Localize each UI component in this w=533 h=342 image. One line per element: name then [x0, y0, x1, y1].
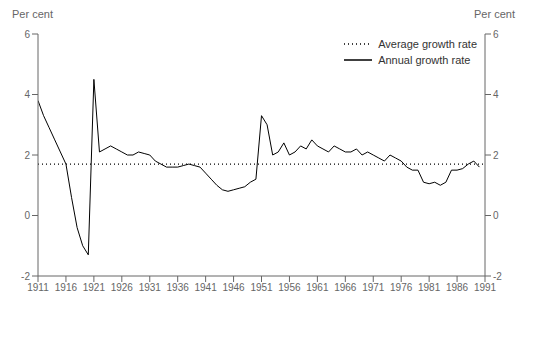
svg-text:1936: 1936: [167, 282, 190, 293]
svg-text:4: 4: [24, 89, 30, 100]
html-text:Average growth rate: Average growth rate: [378, 38, 477, 50]
html-text:Per cent: Per cent: [12, 8, 53, 20]
svg-text:0: 0: [24, 210, 30, 221]
html-text:Annual growth rate: Annual growth rate: [378, 54, 471, 66]
svg-text:2: 2: [493, 150, 499, 161]
svg-text:1991: 1991: [474, 282, 497, 293]
svg-text:1921: 1921: [83, 282, 106, 293]
svg-text:6: 6: [24, 29, 30, 40]
html-text:Per cent: Per cent: [474, 8, 515, 20]
svg-text:1946: 1946: [222, 282, 245, 293]
svg-text:2: 2: [24, 150, 30, 161]
svg-text:1961: 1961: [306, 282, 329, 293]
svg-text:1926: 1926: [111, 282, 134, 293]
svg-text:0: 0: [493, 210, 499, 221]
svg-text:1931: 1931: [139, 282, 162, 293]
svg-text:6: 6: [493, 29, 499, 40]
svg-text:1971: 1971: [362, 282, 385, 293]
svg-text:1986: 1986: [446, 282, 469, 293]
svg-text:1911: 1911: [27, 282, 49, 293]
svg-text:1941: 1941: [195, 282, 218, 293]
svg-text:1956: 1956: [278, 282, 301, 293]
svg-text:-2: -2: [493, 271, 502, 282]
svg-text:1916: 1916: [55, 282, 78, 293]
svg-text:1966: 1966: [334, 282, 357, 293]
svg-text:1951: 1951: [250, 282, 273, 293]
svg-text:1981: 1981: [418, 282, 441, 293]
svg-text:4: 4: [493, 89, 499, 100]
svg-text:1976: 1976: [390, 282, 413, 293]
svg-text:-2: -2: [21, 271, 30, 282]
